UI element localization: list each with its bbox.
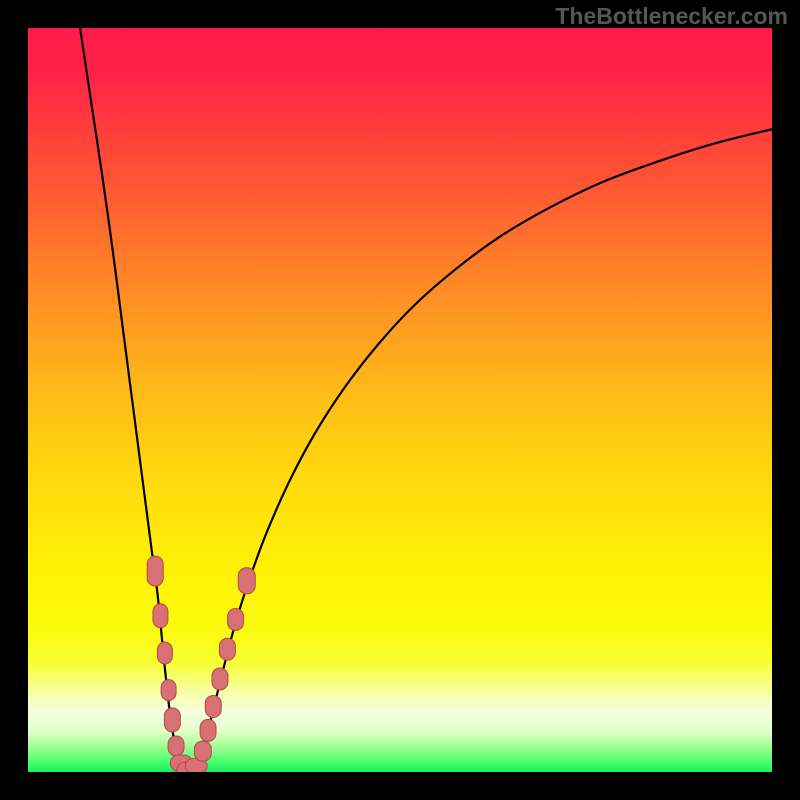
plot-area — [28, 28, 772, 772]
data-marker — [157, 642, 172, 664]
data-marker — [164, 708, 180, 732]
data-marker — [194, 741, 211, 761]
data-marker — [205, 696, 221, 718]
watermark-text: TheBottlenecker.com — [555, 3, 788, 30]
data-marker — [153, 604, 168, 628]
data-marker — [200, 719, 216, 741]
data-marker — [238, 568, 255, 594]
chart-container: TheBottlenecker.com — [0, 0, 800, 800]
data-marker — [168, 736, 184, 756]
data-marker — [161, 680, 176, 701]
data-marker — [228, 608, 244, 630]
data-marker — [212, 668, 228, 690]
v-curve — [80, 28, 772, 772]
data-marker — [147, 556, 163, 586]
plot-svg — [28, 28, 772, 772]
data-marker — [219, 638, 235, 660]
